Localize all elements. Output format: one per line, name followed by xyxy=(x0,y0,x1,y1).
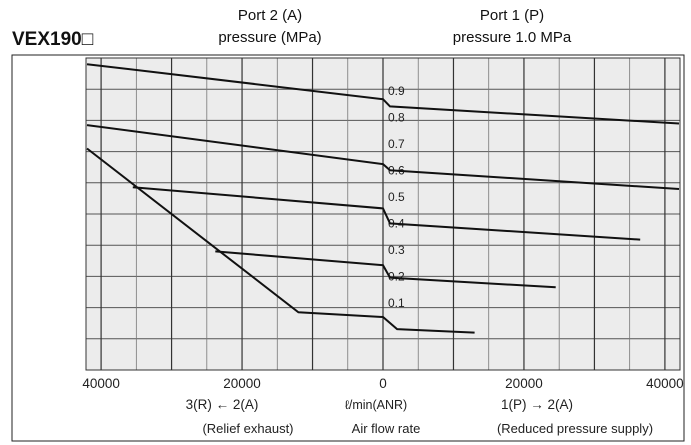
x-axis-center-label: ℓ/min(ANR) xyxy=(345,398,407,412)
pressure-label: 0.8 xyxy=(388,110,405,124)
port1-header-line2: pressure 1.0 MPa xyxy=(452,29,572,46)
x-axis-center-caption: Air flow rate xyxy=(352,421,421,436)
pressure-curve xyxy=(86,63,680,125)
plot-border xyxy=(85,57,681,371)
pressure-label: 0.3 xyxy=(388,243,405,257)
x-axis-right-label: 1(P) → 2(A) xyxy=(501,397,573,412)
x-axis-left-label: 3(R) ← 2(A) xyxy=(186,397,259,412)
port2-header-line1: Port 2 (A) xyxy=(237,7,303,24)
pressure-curve xyxy=(132,186,641,241)
pressure-curve xyxy=(86,124,680,190)
x-tick-label: 40000 xyxy=(82,376,120,391)
x-tick-label: 0 xyxy=(379,376,387,391)
x-axis-left-caption: (Relief exhaust) xyxy=(202,421,293,436)
x-tick-label: 20000 xyxy=(223,376,261,391)
port1-header-line1: Port 1 (P) xyxy=(479,7,545,24)
pressure-label: 0.7 xyxy=(388,137,405,151)
x-tick-label: 40000 xyxy=(646,376,684,391)
x-tick-label: 20000 xyxy=(505,376,543,391)
pressure-curve xyxy=(86,147,475,334)
x-axis-right-caption: (Reduced pressure supply) xyxy=(497,421,653,436)
port2-header-line2: pressure (MPa) xyxy=(218,29,322,46)
pressure-curve xyxy=(215,250,556,289)
pressure-label: 0.1 xyxy=(388,296,405,310)
pressure-label: 0.9 xyxy=(388,84,405,98)
chart-title: VEX190□ xyxy=(12,29,94,50)
pressure-label: 0.5 xyxy=(388,190,405,204)
pressure-label: 0.2 xyxy=(388,269,405,283)
